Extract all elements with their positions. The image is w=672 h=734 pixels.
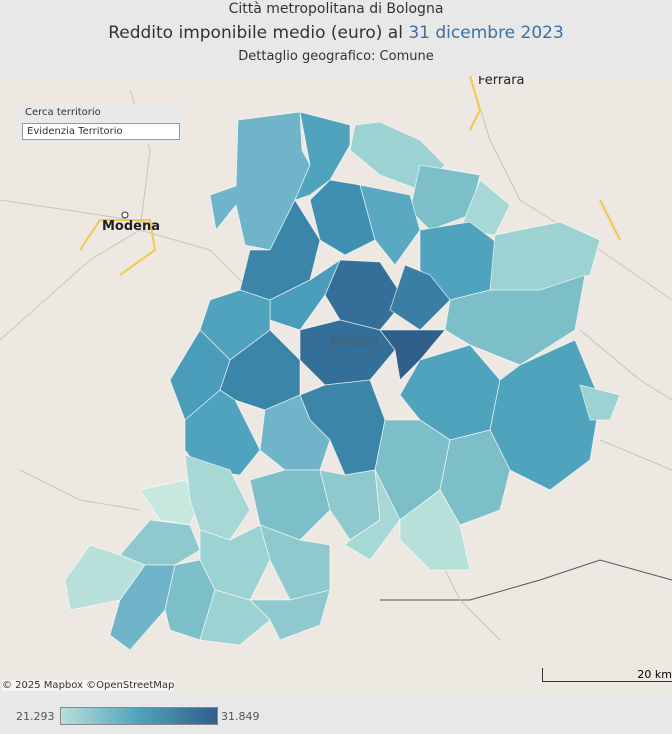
- search-label: Cerca territorio: [25, 107, 101, 118]
- map: Ferrara Modena Bologna: [0, 76, 672, 694]
- detail: Dettaglio geografico: Comune: [238, 49, 434, 64]
- attribution: © 2025 Mapbox ©OpenStreetMap: [2, 680, 175, 691]
- subtitle: Reddito imponibile medio (euro) al 31 di…: [0, 20, 672, 46]
- place-label: Modena: [102, 219, 160, 234]
- highway: [469, 76, 482, 131]
- place-labels: Ferrara Modena Bologna: [102, 76, 525, 348]
- search-panel: Cerca territorio Evidenzia Territorio: [20, 104, 184, 144]
- legend-min: 21.293: [16, 710, 55, 723]
- scale-bar: 20 km: [542, 668, 672, 682]
- search-box[interactable]: Evidenzia Territorio: [22, 123, 180, 140]
- legend-gradient: [60, 707, 218, 725]
- subtitle-text: Reddito imponibile medio (euro) al: [108, 23, 403, 43]
- header: Città metropolitana di Bologna Reddito i…: [0, 0, 672, 76]
- place-label: Ferrara: [478, 76, 525, 88]
- subtitle-date: 31 dicembre 2023: [408, 23, 564, 43]
- highway: [599, 199, 621, 241]
- place-marker: [121, 211, 129, 219]
- roads: [0, 76, 672, 641]
- title: Città metropolitana di Bologna: [228, 1, 444, 17]
- municipalities: [64, 111, 621, 651]
- highway: [79, 219, 157, 276]
- legend: 21.293 31.849: [0, 694, 672, 734]
- place-label: Bologna: [330, 334, 379, 348]
- legend-max: 31.849: [221, 710, 260, 723]
